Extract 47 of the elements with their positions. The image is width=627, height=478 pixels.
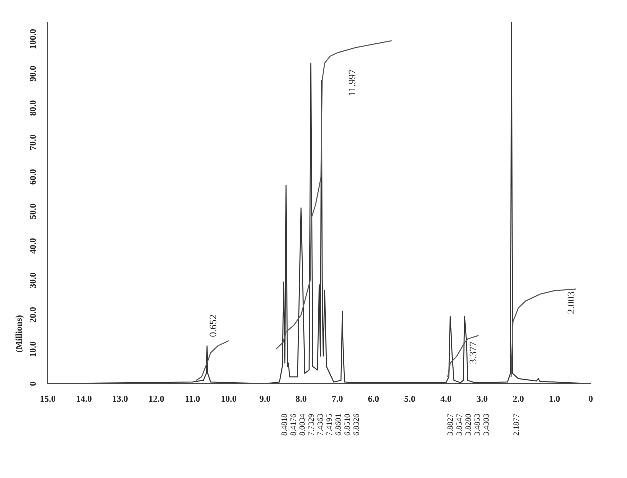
x-tick-label: 3.0 <box>476 394 489 404</box>
annotation: 11.997 <box>348 69 358 97</box>
text: 7.7329 <box>306 414 316 436</box>
y-axis-title: (Millions) <box>14 315 24 353</box>
x-tick-label: 10.0 <box>221 394 238 404</box>
x-tick-label: 5.0 <box>404 394 416 404</box>
x-tick-label: 7.0 <box>332 394 344 404</box>
y-tick-label: 80.0 <box>28 100 38 116</box>
text: 3.8280 <box>464 414 473 436</box>
text: 8.4818 <box>280 414 289 436</box>
y-tick-label: 90.0 <box>28 65 38 82</box>
annotation: 2.003 <box>566 292 578 314</box>
text: 3.8547 <box>454 414 464 436</box>
y-tick-label: 70.0 <box>28 134 38 151</box>
text: 6.8601 <box>334 414 343 436</box>
x-tick-label: 2.0 <box>512 394 525 404</box>
y-tick-label: 0 <box>28 381 38 386</box>
text: 8.4176 <box>288 414 298 436</box>
x-tick-label: 4.0 <box>440 394 452 404</box>
y-tick-label: 60.0 <box>28 168 38 186</box>
x-tick-label: 8.0 <box>296 394 308 404</box>
x-tick-label: 14.0 <box>76 394 93 404</box>
text: 2.1877 <box>512 414 521 436</box>
text: 7.4363 <box>316 414 325 436</box>
text: 3.4303 <box>482 414 491 436</box>
x-tick-label: 11.0 <box>185 394 201 404</box>
text: 3.8827 <box>446 414 455 436</box>
text: 6.8326 <box>352 414 361 436</box>
annotation: 3.377 <box>468 342 480 364</box>
y-tick-label: 20.0 <box>28 306 38 323</box>
y-tick-label: 10.0 <box>28 341 38 358</box>
x-tick-label: 1.0 <box>549 394 561 404</box>
text: 7.4195 <box>324 414 334 436</box>
x-tick-label: 12.0 <box>148 394 165 404</box>
y-tick-label: 50.0 <box>28 203 38 220</box>
y-tick-label: 30.0 <box>28 272 38 288</box>
annotation: 0.652 <box>208 314 220 338</box>
x-tick-label: 6.0 <box>368 394 380 404</box>
text: 6.8510 <box>342 414 352 436</box>
y-tick-label: 40.0 <box>28 238 38 254</box>
x-tick-label: 0 <box>588 394 594 404</box>
x-tick-label: 15.0 <box>40 394 56 404</box>
x-tick-label: 13.0 <box>112 394 129 404</box>
y-tick-label: 100.0 <box>28 28 38 50</box>
x-tick-label: 9.0 <box>260 394 272 404</box>
text: 3.4853 <box>472 414 482 436</box>
text: 8.0034 <box>298 414 307 436</box>
